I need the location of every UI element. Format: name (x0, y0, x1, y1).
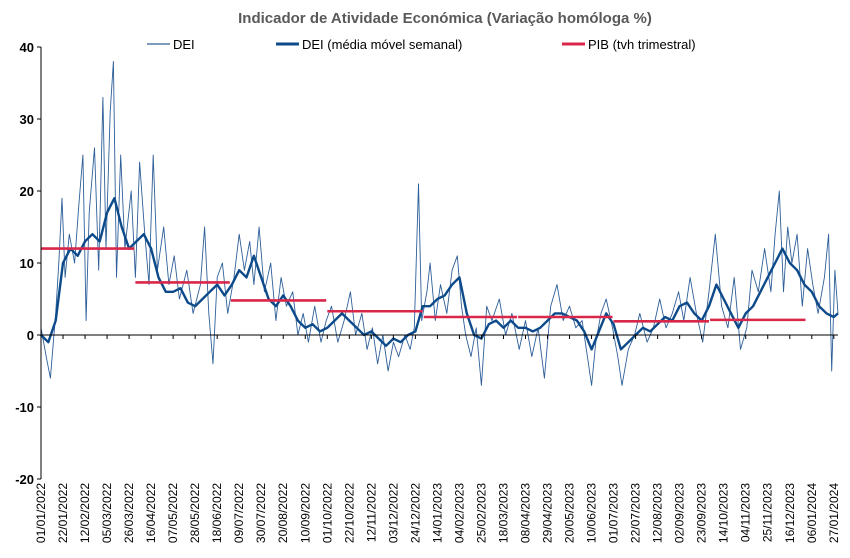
x-axis: 01/01/2022 22/01/2022 12/02/2022 05/03/2022… (34, 334, 841, 543)
x-tick-label: 12/08/2023 (651, 483, 665, 543)
x-tick-label: 20/08/2022 (276, 483, 290, 543)
x-tick-label: 09/07/2022 (232, 483, 246, 543)
x-tick-label: 20/05/2023 (563, 483, 577, 543)
x-tick-label: 22/07/2023 (629, 483, 643, 543)
legend-item-dei: DEI (147, 37, 195, 52)
x-tick-label: 12/11/2022 (364, 483, 378, 542)
x-tick-label: 10/06/2023 (585, 483, 599, 543)
x-tick-label: 28/05/2022 (188, 483, 202, 543)
y-tick-label: -10 (15, 400, 34, 415)
x-tick-label: 10/09/2022 (298, 483, 312, 543)
x-tick-label: 06/01/2024 (805, 483, 819, 543)
series-pib (41, 247, 806, 323)
x-tick-label: 04/11/2023 (739, 483, 753, 542)
x-tick-label: 25/02/2023 (474, 483, 488, 543)
x-tick-label: 07/05/2022 (166, 483, 180, 543)
y-axis: 40 30 20 10 0 -10 -20 (15, 40, 42, 487)
y-tick-label: 0 (27, 328, 34, 343)
legend-label-dei: DEI (173, 37, 195, 52)
x-tick-label: 16/12/2023 (783, 483, 797, 543)
x-tick-label: 03/12/2022 (386, 483, 400, 543)
x-tick-label: 12/02/2022 (78, 483, 92, 543)
x-tick-label: 25/11/2023 (761, 483, 775, 542)
x-tick-label: 26/03/2022 (122, 483, 136, 543)
y-tick-label: 20 (20, 184, 34, 199)
x-tick-label: 23/09/2023 (695, 483, 709, 543)
series-dei-media-line (40, 196, 839, 351)
series-dei-line (40, 60, 839, 386)
x-tick-label: 27/01/2024 (827, 483, 841, 543)
x-tick-label: 16/04/2022 (144, 483, 158, 543)
y-tick-label: 40 (20, 40, 34, 55)
x-tick-label: 18/06/2022 (210, 483, 224, 543)
x-tick-label: 04/02/2023 (452, 483, 466, 543)
x-tick-label: 29/04/2023 (541, 483, 555, 543)
legend-item-dei-media: DEI (média móvel semanal) (276, 37, 462, 52)
legend-label-dei-media: DEI (média móvel semanal) (302, 37, 462, 52)
x-tick-label: 01/10/2022 (320, 483, 334, 543)
x-tick-label: 14/10/2023 (717, 483, 731, 543)
x-tick-label: 22/01/2022 (56, 483, 70, 543)
chart-title: Indicador de Atividade Económica (Variaç… (238, 10, 652, 27)
legend-label-pib: PIB (tvh trimestral) (588, 37, 696, 52)
y-tick-label: 30 (20, 112, 34, 127)
x-tick-label: 01/01/2022 (34, 483, 48, 543)
x-tick-label: 08/04/2023 (518, 483, 532, 543)
x-tick-label: 24/12/2022 (408, 483, 422, 543)
x-tick-label: 18/03/2023 (496, 483, 510, 543)
y-tick-label: -20 (15, 472, 34, 487)
x-tick-label: 14/01/2023 (430, 483, 444, 543)
x-tick-label: 30/07/2022 (254, 483, 268, 543)
x-tick-label: 01/07/2023 (607, 483, 621, 543)
legend: DEI DEI (média móvel semanal) PIB (tvh t… (147, 37, 696, 52)
plot-area (40, 60, 839, 386)
x-tick-label: 05/03/2022 (100, 483, 114, 543)
y-tick-label: 10 (20, 256, 34, 271)
x-tick-label: 02/09/2023 (673, 483, 687, 543)
legend-item-pib: PIB (tvh trimestral) (562, 37, 696, 52)
x-tick-label: 22/10/2022 (342, 483, 356, 543)
